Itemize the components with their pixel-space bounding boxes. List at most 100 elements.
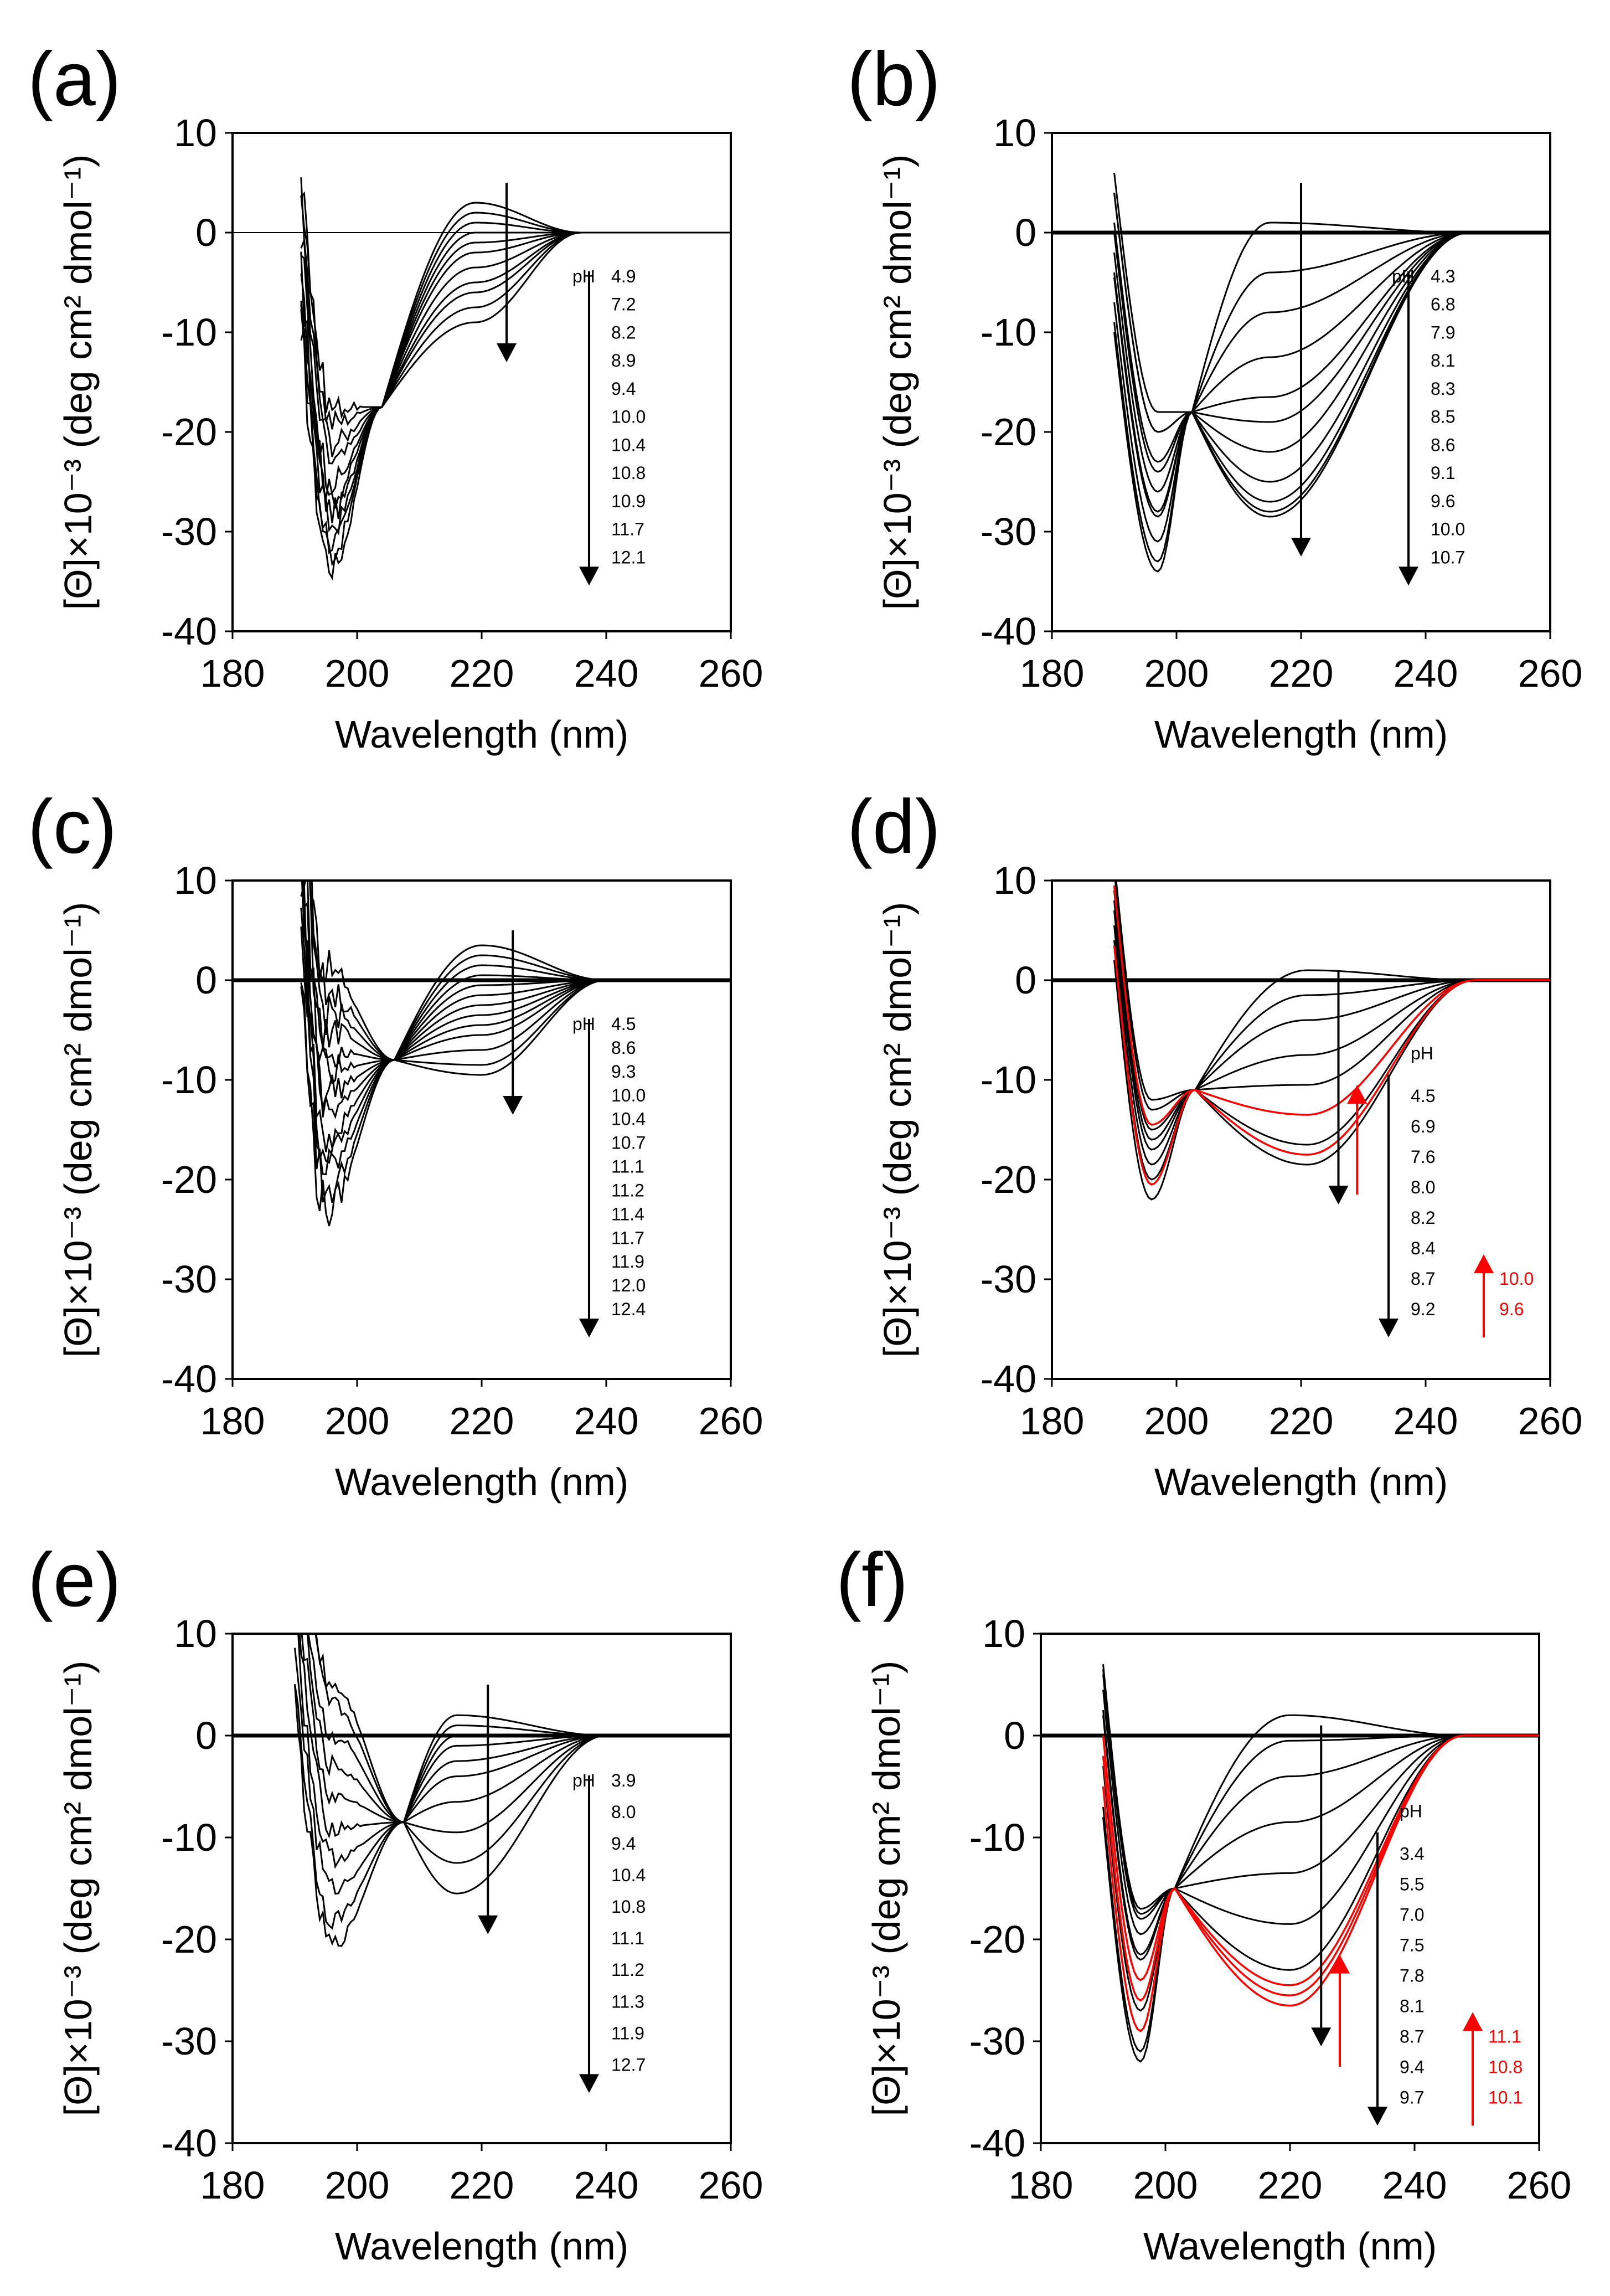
legend-entry: 11.7 (611, 519, 644, 539)
y-tick-label: -20 (981, 1158, 1036, 1201)
x-tick-label: 260 (1518, 652, 1583, 695)
legend-entry: 7.5 (1400, 1935, 1424, 1955)
trend-arrow-head (1311, 2027, 1332, 2047)
y-tick-label: 0 (195, 1714, 217, 1757)
x-axis-title: Wavelength (nm) (1143, 2225, 1437, 2268)
y-tick-label: -40 (969, 2122, 1025, 2165)
x-tick-label: 240 (1382, 2164, 1447, 2207)
red-legend-arrow-head (1474, 1254, 1494, 1273)
y-tick-label: -20 (161, 1158, 217, 1201)
x-tick-label: 200 (1133, 2164, 1198, 2207)
x-tick-label: 200 (325, 2164, 390, 2207)
legend-entry: 11.1 (611, 1157, 644, 1177)
red-trend-arrow-head (1347, 1085, 1368, 1104)
y-tick-label: -10 (969, 1816, 1025, 1859)
legend-entry: 10.0 (611, 407, 646, 427)
x-tick-label: 220 (450, 1399, 514, 1443)
series-group (294, 1634, 731, 1947)
legend-arrow-head (579, 2074, 599, 2093)
trend-arrow-head (1291, 538, 1311, 557)
legend-entry: 8.5 (1431, 407, 1455, 427)
x-tick-label: 180 (200, 2164, 265, 2207)
series-line-ph-12.1 (300, 195, 731, 419)
y-tick-label: -40 (981, 1357, 1036, 1401)
x-tick-label: 240 (574, 1399, 639, 1443)
legend-entry: 11.3 (611, 1991, 644, 2011)
legend-entry: 10.8 (611, 1897, 646, 1917)
legend-title: pH (572, 1014, 595, 1034)
y-tick-label: -40 (981, 610, 1036, 653)
y-tick-label: -30 (969, 2020, 1025, 2063)
series-line-ph-9.4 (294, 1648, 731, 1895)
legend-entry: 12.4 (611, 1299, 646, 1319)
legend-entry: 6.8 (1431, 295, 1455, 315)
legend-entry: 11.2 (611, 1960, 644, 1980)
series-line-ph-12.4 (311, 881, 731, 1076)
legend-title: pH (1400, 1801, 1422, 1821)
series-line-ph-3.9 (294, 1685, 731, 1947)
legend-title: pH (1392, 266, 1415, 286)
series-line-ph-4.9 (300, 202, 731, 581)
plot-frame (1051, 879, 1551, 1380)
trend-arrow-head (497, 343, 517, 362)
x-tick-label: 180 (1009, 2164, 1074, 2207)
x-tick-label: 260 (699, 652, 763, 695)
panel-label: (b) (847, 37, 941, 122)
legend-entry: 12.7 (611, 2055, 646, 2074)
series-line-ph-11.7 (309, 881, 731, 1061)
legend-entry: 12.0 (611, 1275, 646, 1295)
legend-entry: 8.6 (1431, 435, 1455, 455)
x-tick-label: 220 (450, 652, 514, 695)
x-tick-label: 200 (1144, 1399, 1209, 1443)
legend-entry: 11.2 (611, 1180, 644, 1200)
legend-entry: 4.9 (611, 266, 636, 286)
legend-entry: 9.3 (611, 1062, 636, 1082)
legend-entry: 10.9 (611, 491, 646, 511)
series-line-ph-10.8 (299, 1634, 731, 1839)
red-legend-entry: 9.6 (1499, 1299, 1524, 1319)
y-tick-label: -30 (981, 510, 1036, 553)
legend-entry: 10.4 (611, 435, 646, 455)
y-tick-label: -10 (161, 1058, 217, 1101)
trend-arrow-head (478, 1915, 498, 1934)
legend-entry: 10.4 (611, 1865, 646, 1885)
y-tick-label: -10 (161, 1816, 217, 1859)
legend-title: pH (1411, 1043, 1433, 1063)
red-series-line-ph-9.6 (1113, 945, 1550, 1186)
x-tick-label: 240 (574, 652, 639, 695)
y-tick-label: 10 (993, 859, 1036, 902)
y-tick-label: 10 (174, 1612, 217, 1655)
panel-label: (d) (847, 784, 941, 869)
series-line-ph-12.7 (315, 1634, 731, 1895)
series-line-ph-10.0 (1113, 231, 1550, 563)
y-tick-label: -40 (161, 1357, 217, 1401)
legend-entry: 7.0 (1400, 1904, 1424, 1924)
x-tick-label: 260 (1507, 2164, 1572, 2207)
legend-entry: 3.9 (611, 1770, 636, 1790)
y-tick-label: 0 (1015, 959, 1036, 1002)
legend-entry: 6.9 (1411, 1116, 1435, 1136)
series-line-ph-4.5 (1113, 925, 1550, 1166)
legend-arrow-head (1379, 1319, 1399, 1337)
y-tick-label: -20 (981, 410, 1036, 454)
red-legend-arrow-head (1463, 2012, 1483, 2031)
series-line-ph-11.9 (309, 881, 731, 1061)
y-tick-label: 0 (1004, 1714, 1025, 1757)
panel-label: (a) (28, 37, 121, 122)
x-tick-label: 180 (1020, 1399, 1085, 1443)
legend-entry: 8.0 (611, 1802, 636, 1822)
x-tick-label: 180 (1020, 652, 1085, 695)
y-tick-label: -10 (981, 311, 1036, 354)
legend-entry: 11.1 (611, 1928, 644, 1948)
x-tick-label: 200 (325, 652, 390, 695)
series-line-ph-4.3 (1113, 222, 1550, 518)
series-group (1113, 881, 1550, 1201)
legend-entry: 11.9 (611, 2023, 644, 2043)
legend-entry: 8.7 (1400, 2026, 1424, 2046)
panel-label: (f) (836, 1537, 908, 1623)
legend-entry: 8.6 (611, 1038, 636, 1058)
y-tick-label: -30 (161, 510, 217, 553)
